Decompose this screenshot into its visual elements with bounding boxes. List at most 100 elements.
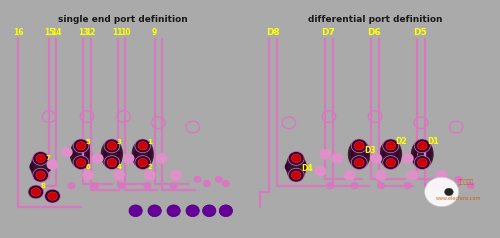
Circle shape xyxy=(468,183,474,188)
Circle shape xyxy=(73,139,89,153)
Circle shape xyxy=(382,156,398,169)
Circle shape xyxy=(444,188,454,196)
Circle shape xyxy=(156,154,167,163)
Ellipse shape xyxy=(101,139,122,169)
Text: www.elecfans.com: www.elecfans.com xyxy=(436,196,482,201)
Text: 4: 4 xyxy=(116,164,121,170)
Circle shape xyxy=(135,156,150,169)
Circle shape xyxy=(354,142,364,150)
Text: D5: D5 xyxy=(413,28,426,37)
Circle shape xyxy=(404,183,411,188)
Text: 9: 9 xyxy=(152,28,157,37)
Circle shape xyxy=(68,183,75,188)
Text: 15: 15 xyxy=(44,28,54,37)
Circle shape xyxy=(292,171,301,179)
Text: 13: 13 xyxy=(78,28,88,37)
Circle shape xyxy=(351,139,367,153)
Circle shape xyxy=(431,183,438,188)
Circle shape xyxy=(124,154,134,163)
Circle shape xyxy=(194,176,200,182)
Circle shape xyxy=(344,171,355,180)
Circle shape xyxy=(167,205,180,217)
Circle shape xyxy=(33,152,48,165)
Circle shape xyxy=(186,205,200,217)
Text: D8: D8 xyxy=(266,28,280,37)
Ellipse shape xyxy=(348,139,370,169)
Circle shape xyxy=(48,160,58,169)
Circle shape xyxy=(386,159,396,167)
Circle shape xyxy=(36,171,46,179)
Circle shape xyxy=(386,142,396,150)
Circle shape xyxy=(288,168,304,182)
Circle shape xyxy=(326,183,334,188)
Circle shape xyxy=(107,159,117,167)
Circle shape xyxy=(371,154,382,163)
Text: D4: D4 xyxy=(301,164,312,174)
Circle shape xyxy=(92,183,98,188)
Circle shape xyxy=(418,159,427,167)
Circle shape xyxy=(44,189,60,203)
Text: 1: 1 xyxy=(148,139,152,145)
Text: 11: 11 xyxy=(112,28,123,37)
Circle shape xyxy=(292,154,301,163)
Circle shape xyxy=(382,139,398,153)
Circle shape xyxy=(414,139,430,153)
Circle shape xyxy=(114,171,124,180)
Circle shape xyxy=(48,192,57,200)
Circle shape xyxy=(107,142,117,150)
Circle shape xyxy=(378,183,384,188)
Text: 6: 6 xyxy=(86,164,90,170)
Text: D1: D1 xyxy=(427,137,438,146)
Circle shape xyxy=(351,156,367,169)
Circle shape xyxy=(33,168,48,182)
Circle shape xyxy=(104,156,120,169)
Ellipse shape xyxy=(70,139,92,169)
Circle shape xyxy=(144,171,155,180)
Ellipse shape xyxy=(286,152,306,181)
Text: 5: 5 xyxy=(86,139,90,145)
Text: 8: 8 xyxy=(40,183,46,189)
Circle shape xyxy=(424,177,458,207)
Text: D3: D3 xyxy=(364,145,376,154)
Circle shape xyxy=(118,183,124,188)
Circle shape xyxy=(170,183,177,188)
Circle shape xyxy=(129,205,142,217)
Text: differential port definition: differential port definition xyxy=(308,15,442,24)
Circle shape xyxy=(104,139,120,153)
Circle shape xyxy=(320,150,330,159)
Circle shape xyxy=(222,181,229,187)
Circle shape xyxy=(288,152,304,165)
Text: 16: 16 xyxy=(13,28,24,37)
Ellipse shape xyxy=(412,139,433,169)
Text: 7: 7 xyxy=(46,155,50,161)
Circle shape xyxy=(76,159,86,167)
Circle shape xyxy=(171,171,181,180)
Circle shape xyxy=(135,139,150,153)
Circle shape xyxy=(354,159,364,167)
Text: 2: 2 xyxy=(148,164,152,170)
Circle shape xyxy=(138,159,147,167)
Text: 14: 14 xyxy=(51,28,62,37)
Circle shape xyxy=(28,185,44,199)
Circle shape xyxy=(76,142,86,150)
Circle shape xyxy=(315,166,326,176)
Circle shape xyxy=(351,183,358,188)
Circle shape xyxy=(204,181,210,187)
Circle shape xyxy=(216,176,222,182)
Circle shape xyxy=(202,205,216,217)
Circle shape xyxy=(62,148,72,157)
Circle shape xyxy=(436,171,447,180)
Text: D7: D7 xyxy=(320,28,334,37)
Text: D2: D2 xyxy=(396,137,407,146)
Circle shape xyxy=(31,188,40,196)
Text: single end port definition: single end port definition xyxy=(58,15,188,24)
Circle shape xyxy=(36,154,46,163)
Circle shape xyxy=(92,154,103,163)
Text: 3: 3 xyxy=(116,139,121,145)
Circle shape xyxy=(83,171,94,180)
Ellipse shape xyxy=(31,152,50,181)
Circle shape xyxy=(332,154,342,163)
Circle shape xyxy=(407,171,418,180)
Circle shape xyxy=(138,142,147,150)
Circle shape xyxy=(219,205,232,217)
